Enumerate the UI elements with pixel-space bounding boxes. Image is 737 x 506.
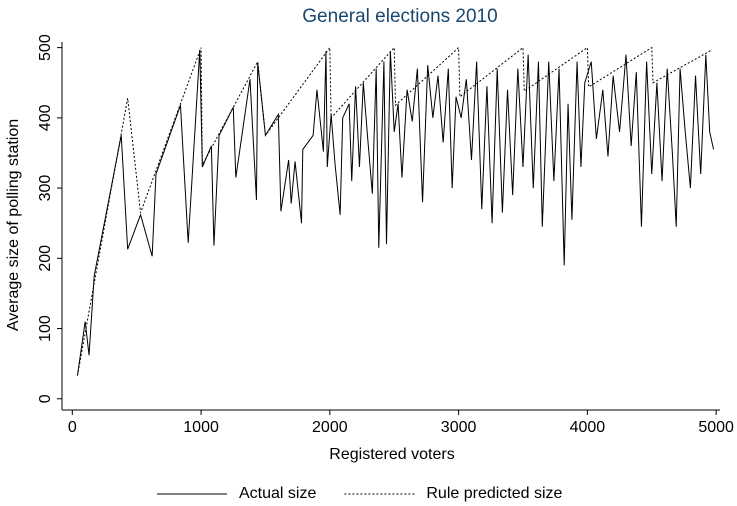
legend-label: Actual size [239, 485, 316, 502]
line-series [76, 46, 712, 376]
y-axis-label: Average size of polling station [5, 119, 22, 331]
x-tick-label: 2000 [312, 419, 348, 436]
legend-label: Rule predicted size [426, 485, 562, 502]
y-tick-label: 0 [37, 394, 54, 403]
x-axis-label: Registered voters [329, 446, 454, 463]
x-tick-label: 5000 [698, 419, 734, 436]
x-tick-label: 3000 [441, 419, 477, 436]
x-tick-label: 4000 [570, 419, 606, 436]
chart-title: General elections 2010 [302, 6, 497, 27]
y-tick-label: 300 [37, 175, 54, 202]
line-series [76, 49, 715, 376]
y-tick-label: 200 [37, 245, 54, 272]
y-tick-label: 500 [37, 34, 54, 61]
x-tick-label: 1000 [183, 419, 219, 436]
y-tick-label: 100 [37, 315, 54, 342]
y-tick-label: 400 [37, 104, 54, 131]
x-tick-label: 0 [68, 419, 77, 436]
